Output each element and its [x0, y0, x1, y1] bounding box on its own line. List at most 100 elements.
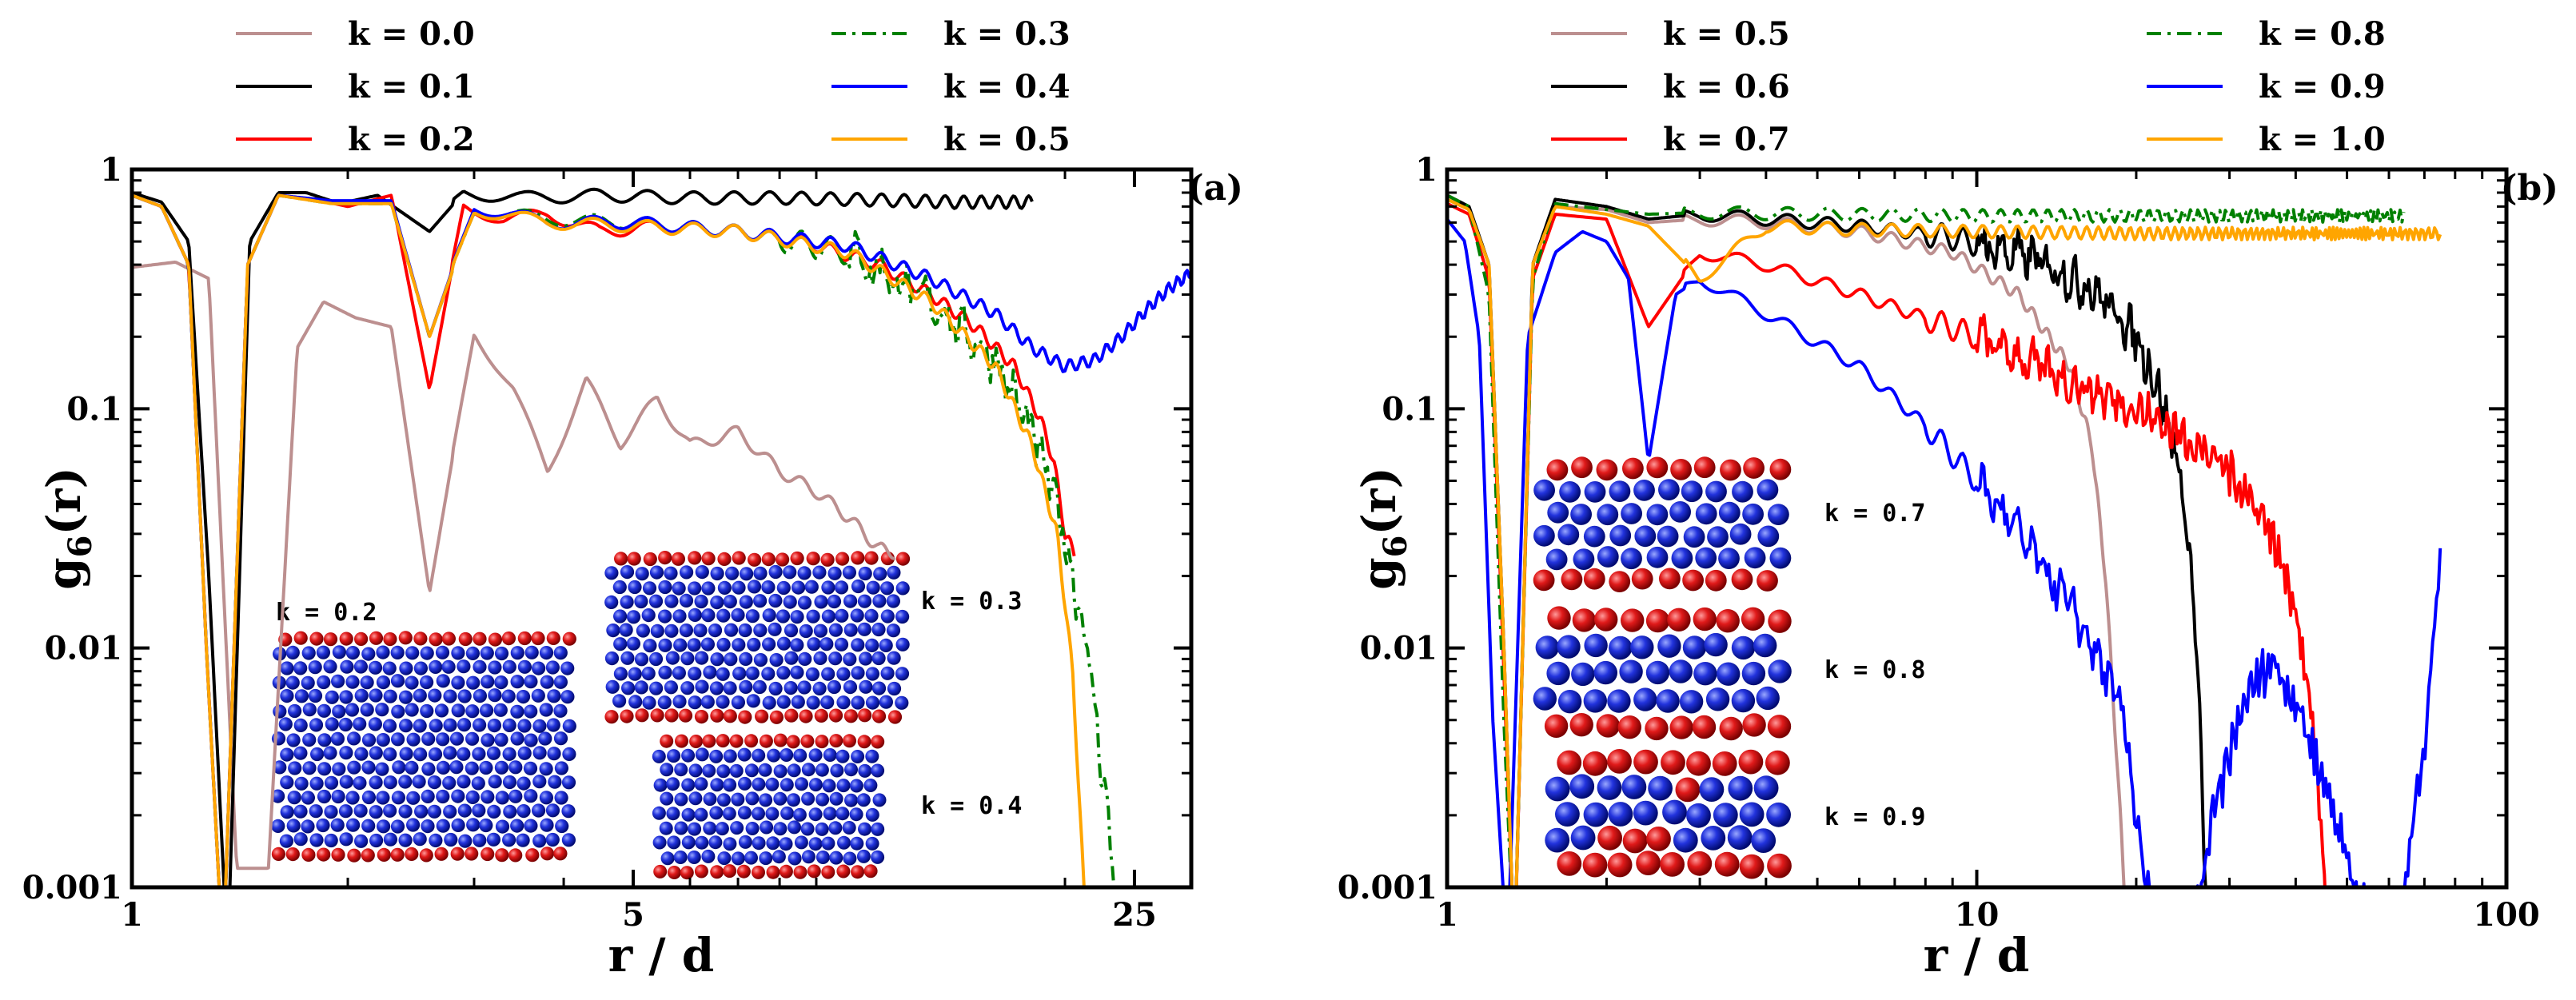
particle-blue [279, 834, 293, 848]
particle-blue [708, 624, 723, 638]
inset-b-2: k = 0.8 [1527, 606, 1925, 741]
y-axis-title-b-main: g [1352, 557, 1406, 590]
particle-blue [649, 565, 664, 580]
particle-red [790, 551, 804, 566]
particle-blue [361, 647, 376, 661]
particle-blue [1656, 689, 1680, 713]
particle-red [398, 631, 413, 645]
particle-blue [679, 624, 694, 638]
particle-blue [865, 638, 879, 653]
particle-blue [1633, 687, 1657, 711]
particle-blue [338, 717, 353, 732]
legend-label: k = 0.5 [943, 121, 1071, 158]
particle-red [835, 552, 850, 566]
particle-blue [648, 651, 664, 667]
particle-blue [732, 667, 747, 681]
particle-blue [753, 566, 768, 580]
particle-blue [516, 690, 531, 704]
particle-blue [1682, 635, 1707, 659]
particle-red [1617, 715, 1641, 739]
particle-blue [850, 836, 864, 851]
particle-blue [737, 806, 752, 820]
particle-blue [732, 580, 746, 595]
particle-red [1714, 851, 1740, 877]
particle-blue [421, 731, 436, 747]
particle-blue [744, 851, 758, 865]
x-tick-label-100: 100 [2473, 896, 2540, 934]
particle-blue [790, 638, 804, 652]
particle-blue [879, 695, 893, 709]
particle-red [285, 847, 300, 862]
particle-blue [695, 651, 709, 665]
particle-blue [752, 836, 766, 851]
particle-blue [347, 731, 361, 746]
particle-blue [634, 680, 648, 695]
legend-label: k = 0.9 [2259, 68, 2386, 106]
particle-blue [843, 652, 857, 667]
particle-blue [694, 594, 708, 609]
particle-blue [815, 851, 830, 864]
particle-blue [880, 609, 895, 624]
particle-blue [293, 804, 308, 819]
particle-blue [857, 622, 871, 636]
particle-red [1594, 608, 1618, 631]
particle-red [1645, 608, 1670, 633]
particle-blue [524, 733, 538, 747]
particle-blue [1609, 524, 1632, 547]
particle-red [390, 847, 405, 862]
particle-red [1712, 751, 1737, 776]
particle-blue [421, 762, 436, 776]
legend-a: k = 0.0 k = 0.1 k = 0.2 k = 0.3 k = 0.4 k = 0… [236, 15, 1071, 158]
particle-red [1675, 777, 1701, 803]
particle-blue [539, 791, 554, 805]
legend-item-k-0-1: k = 0.1 [236, 68, 475, 106]
particle-blue [1727, 825, 1753, 851]
particle-blue [801, 850, 815, 864]
particle-blue [667, 835, 681, 850]
particle-red [488, 632, 503, 647]
particle-blue [703, 792, 717, 807]
particle-blue [821, 667, 835, 681]
particle-blue [1634, 525, 1657, 548]
particle-blue [716, 637, 731, 652]
particle-blue [538, 731, 552, 746]
particle-blue [672, 609, 687, 624]
particle-blue [1699, 777, 1725, 802]
particle-red [702, 734, 716, 748]
particle-blue [779, 837, 793, 851]
particle-blue [783, 595, 797, 609]
particle-blue [301, 646, 316, 660]
y-tick-label-0-01: 0.01 [1360, 630, 1438, 667]
particle-blue [325, 690, 339, 704]
particle-blue [834, 637, 849, 651]
particle-blue [819, 637, 834, 651]
particle-red [1659, 568, 1681, 590]
y-tick-label-1: 1 [100, 151, 122, 189]
particle-blue [524, 819, 538, 833]
particle-blue [562, 719, 576, 733]
particle-blue [740, 567, 754, 581]
particle-blue [821, 580, 835, 595]
particle-blue [465, 704, 480, 719]
particle-blue [739, 595, 753, 609]
particle-blue [287, 791, 301, 805]
particle-blue [436, 760, 451, 775]
particle-blue [813, 651, 827, 666]
particle-red [1743, 457, 1765, 479]
particle-red [1557, 750, 1582, 775]
particle-blue [1633, 800, 1658, 826]
particle-blue [1669, 501, 1692, 523]
particle-blue [369, 805, 383, 819]
particle-blue [301, 791, 315, 805]
particle-blue [436, 732, 450, 747]
legend-item-k-0-6: k = 0.6 [1551, 68, 1790, 106]
particle-blue [660, 851, 675, 866]
particle-blue [457, 775, 471, 789]
particle-blue [494, 675, 508, 690]
particle-red [836, 864, 851, 878]
particle-blue [413, 719, 427, 733]
particle-blue [1633, 480, 1655, 501]
particle-blue [776, 695, 791, 709]
particle-blue [658, 609, 672, 624]
particle-blue [681, 835, 696, 850]
